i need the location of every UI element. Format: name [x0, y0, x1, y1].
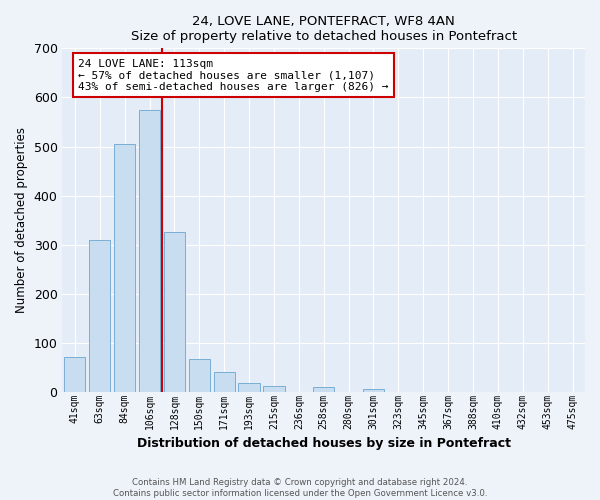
Title: 24, LOVE LANE, PONTEFRACT, WF8 4AN
Size of property relative to detached houses : 24, LOVE LANE, PONTEFRACT, WF8 4AN Size … [131, 15, 517, 43]
Y-axis label: Number of detached properties: Number of detached properties [15, 127, 28, 313]
Bar [164, 232, 185, 392]
Bar [139, 110, 160, 392]
Bar [64, 356, 85, 392]
Bar [363, 389, 384, 392]
Bar [214, 372, 235, 392]
Bar [263, 386, 284, 392]
X-axis label: Distribution of detached houses by size in Pontefract: Distribution of detached houses by size … [137, 437, 511, 450]
Bar [238, 383, 260, 392]
Bar [313, 386, 334, 392]
Bar [114, 144, 135, 392]
Bar [89, 240, 110, 392]
Text: 24 LOVE LANE: 113sqm
← 57% of detached houses are smaller (1,107)
43% of semi-de: 24 LOVE LANE: 113sqm ← 57% of detached h… [78, 58, 389, 92]
Text: Contains HM Land Registry data © Crown copyright and database right 2024.
Contai: Contains HM Land Registry data © Crown c… [113, 478, 487, 498]
Bar [189, 359, 210, 392]
